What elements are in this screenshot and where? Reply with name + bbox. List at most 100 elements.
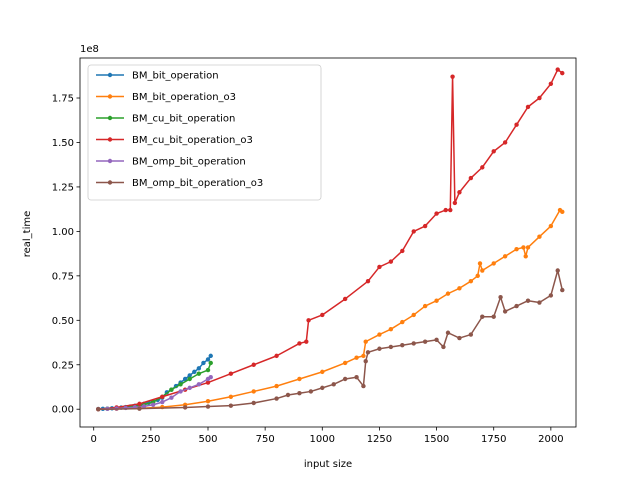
y-tick-label: 1.75	[52, 94, 74, 105]
data-point	[196, 366, 202, 371]
data-point	[208, 353, 213, 359]
data-point	[560, 209, 565, 215]
data-point	[525, 245, 531, 250]
data-point	[445, 291, 451, 296]
data-point	[361, 383, 366, 389]
data-point	[477, 261, 483, 266]
data-point	[457, 190, 462, 195]
data-point	[251, 389, 256, 394]
data-point	[377, 264, 382, 270]
data-point	[434, 211, 439, 216]
legend: BM_bit_operation BM_bit_operation_o3 BM_cu…	[87, 64, 322, 201]
data-point	[411, 312, 416, 318]
data-point	[480, 165, 485, 170]
data-point	[498, 294, 503, 300]
data-point	[457, 335, 462, 341]
data-point	[274, 353, 279, 359]
legend-entry-label: BM_bit_operation_o3	[132, 92, 236, 103]
data-point	[363, 339, 368, 344]
data-point	[452, 200, 458, 206]
data-point	[274, 396, 279, 401]
x-tick-label: 500	[198, 434, 217, 445]
data-point	[297, 341, 302, 346]
data-point	[502, 140, 508, 145]
data-point	[308, 389, 314, 394]
data-point	[137, 401, 142, 407]
data-point	[187, 376, 192, 382]
data-point	[560, 70, 565, 76]
data-point	[491, 149, 496, 154]
data-point	[475, 273, 480, 279]
data-point	[178, 382, 183, 387]
y-axis-label: real_time	[22, 211, 33, 258]
data-point	[205, 404, 211, 409]
y-tick-label: 1.25	[52, 182, 74, 193]
data-point	[150, 402, 156, 407]
data-point	[448, 207, 453, 213]
data-point	[365, 350, 371, 355]
data-point	[468, 278, 474, 284]
y-tick-label: 0.50	[52, 316, 74, 327]
data-point	[422, 339, 428, 344]
data-point	[160, 394, 165, 399]
data-point	[196, 382, 202, 387]
data-point	[422, 303, 428, 309]
data-point	[502, 254, 508, 259]
data-point	[457, 286, 462, 291]
legend-swatch-marker	[107, 137, 113, 142]
data-point	[434, 337, 439, 343]
data-point	[304, 339, 309, 344]
data-point	[388, 344, 394, 350]
data-point	[228, 394, 234, 399]
data-point	[388, 259, 394, 264]
x-tick-label: 1500	[424, 434, 449, 445]
data-point	[400, 248, 405, 254]
data-point	[251, 400, 256, 406]
data-point	[228, 371, 234, 376]
data-point	[320, 369, 325, 375]
axes-frame	[79, 57, 577, 428]
x-tick-label: 1750	[481, 434, 506, 445]
data-point	[514, 303, 519, 309]
x-tick-label: 0	[91, 434, 97, 445]
data-point	[205, 380, 211, 385]
axes: 0 250 500 750 1000 1250 1500 1750 2000 0.00 0.25 0.…	[52, 57, 577, 445]
legend-swatch-marker	[107, 115, 113, 121]
legend-swatch-marker	[107, 158, 113, 164]
data-point	[205, 357, 211, 362]
data-point	[361, 353, 366, 359]
data-point	[178, 389, 183, 394]
data-point	[491, 261, 496, 266]
data-point	[502, 309, 508, 314]
data-point	[377, 332, 382, 337]
data-point	[377, 346, 382, 351]
data-point	[388, 326, 394, 332]
data-point	[400, 319, 405, 325]
y-tick-label: 1.00	[52, 227, 74, 238]
legend-swatch-marker	[107, 72, 113, 78]
data-point	[491, 314, 496, 319]
legend-box	[87, 64, 322, 201]
data-point	[182, 405, 188, 410]
data-point	[169, 395, 174, 400]
data-point	[560, 287, 565, 293]
y-tick-label: 0.75	[52, 271, 74, 282]
data-point	[320, 312, 325, 318]
data-point	[537, 300, 542, 305]
x-tick-label: 1250	[367, 434, 392, 445]
data-point	[434, 298, 439, 303]
data-point	[187, 385, 192, 391]
x-tick-label: 750	[256, 434, 275, 445]
legend-entry-label: BM_omp_bit_operation_o3	[132, 178, 263, 189]
data-point	[514, 246, 519, 252]
data-point	[297, 376, 302, 382]
data-point	[160, 399, 165, 405]
legend-entry-label: BM_bit_operation	[132, 71, 219, 82]
x-tick-label: 250	[141, 434, 160, 445]
data-point	[480, 314, 485, 319]
data-point	[514, 122, 519, 127]
data-point	[201, 360, 206, 366]
data-point	[548, 81, 554, 86]
data-point	[137, 406, 142, 411]
